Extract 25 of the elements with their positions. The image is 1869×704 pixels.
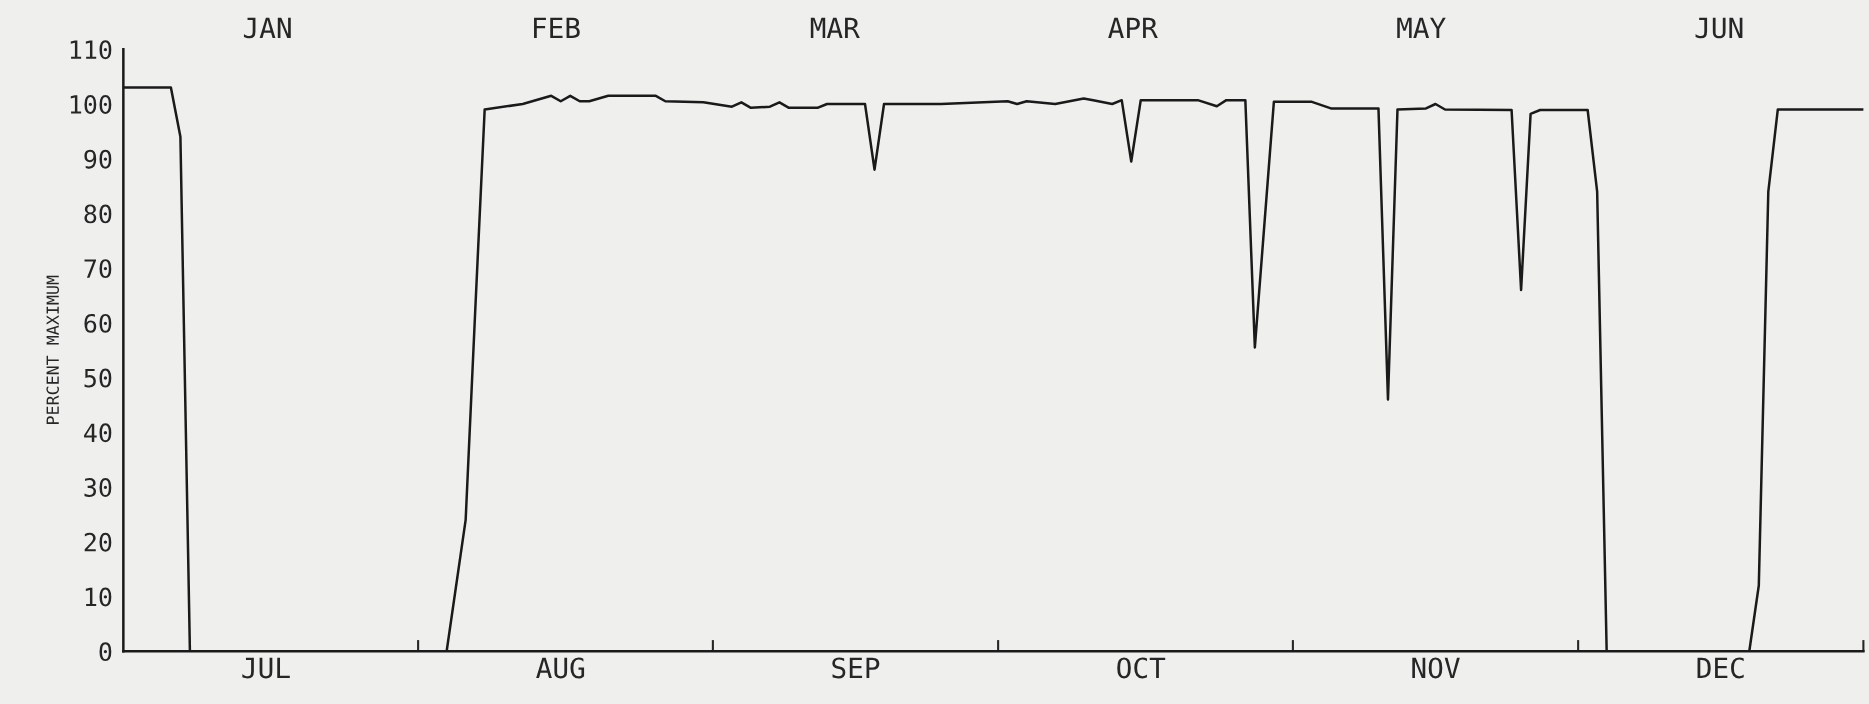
x2-tick-label: FEB: [534, 17, 580, 38]
x2-tick-label: MAY: [1397, 17, 1446, 38]
x2-tick-label: JAN: [243, 17, 291, 39]
y-tick-label: 110: [70, 40, 112, 60]
x-tick-label: NOV: [1412, 657, 1460, 679]
x-tick-label: OCT: [1117, 657, 1166, 679]
x-tick-label: AUG: [536, 657, 585, 679]
y-tick-label: 80: [84, 204, 112, 224]
x2-tick-label: MAR: [810, 17, 860, 38]
y-tick-label: 50: [84, 368, 112, 388]
y-tick-label: 40: [84, 423, 112, 443]
y-tick-label: 90: [84, 149, 112, 169]
y-tick-label: 0: [99, 642, 112, 662]
y-axis-title: PERCENT MAXIMUM: [46, 275, 59, 424]
y-tick-label: 100: [70, 95, 112, 114]
y-tick-label: 10: [85, 587, 112, 607]
x-tick-label: JUL: [242, 657, 290, 679]
y-tick-label: 30: [84, 478, 112, 497]
y-tick-label: 60: [84, 313, 112, 333]
x2-tick-label: JUN: [1695, 17, 1743, 39]
x-tick-label: DEC: [1697, 657, 1744, 679]
x-tick-label: SEP: [832, 657, 880, 679]
y-tick-label: 70: [84, 259, 112, 279]
y-tick-label: 20: [84, 532, 112, 552]
x2-tick-label: APR: [1108, 17, 1158, 38]
